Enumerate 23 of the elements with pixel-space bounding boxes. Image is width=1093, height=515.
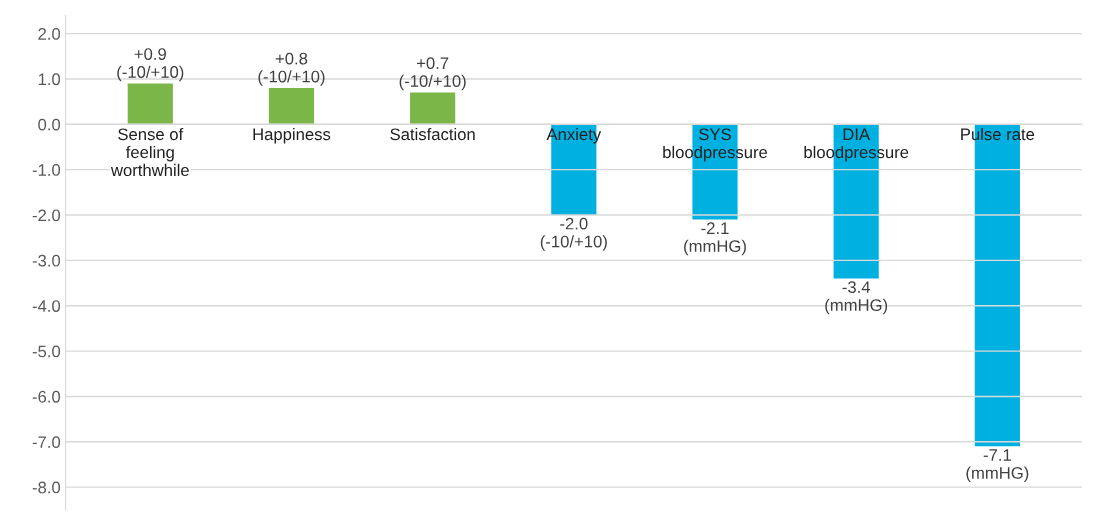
y-tick-label: -1.0 [32,164,61,176]
data-label: -2.0 (-10/+10) [540,217,607,251]
x-tick-label: Sense of feeling worthwhile [110,127,189,177]
y-tick-label: -8.0 [32,481,61,494]
y-tick-label: 2.0 [38,27,61,40]
data-label: -7.1 (mmHG) [966,449,1029,483]
data-label: -3.4 (mmHG) [825,281,888,315]
data-label: +0.7 (-10/+10) [399,57,466,91]
x-tick-label: Happiness [253,127,331,144]
data-label: -2.1 (mmHG) [684,222,746,256]
y-tick-label: -7.0 [32,436,61,449]
y-tick-label: -5.0 [32,345,61,358]
x-tick-label: Satisfaction [390,127,475,141]
y-tick-label: -4.0 [32,300,61,312]
y-tick-label: 1.0 [38,73,61,86]
bar [127,83,173,125]
y-tick-label: -6.0 [32,390,61,403]
y-tick-label: -3.0 [32,254,61,267]
y-tick-label: -2.0 [32,209,61,222]
data-label: +0.8 (-10/+10) [258,52,325,86]
y-tick-label: 0.0 [38,118,61,131]
data-label: +0.9 (-10/+10) [117,48,184,82]
bar [268,88,315,125]
